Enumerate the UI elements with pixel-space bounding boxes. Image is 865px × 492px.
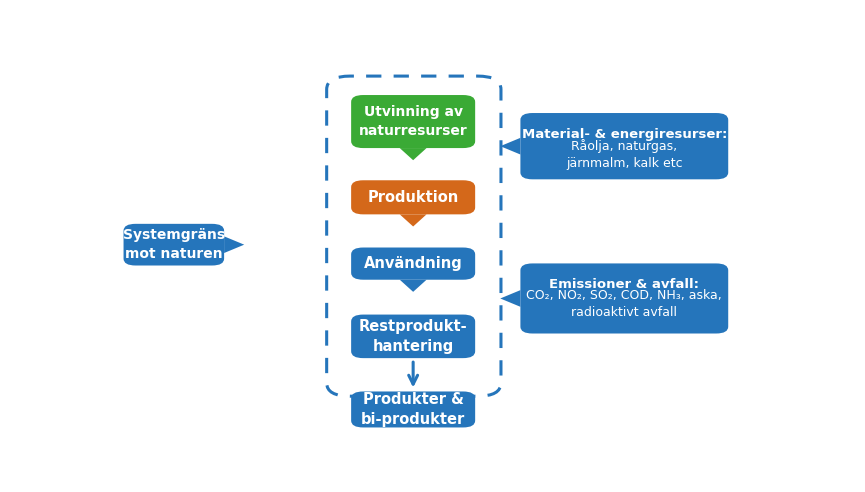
Polygon shape bbox=[400, 215, 426, 226]
Polygon shape bbox=[400, 280, 426, 292]
Text: Råolja, naturgas,
järnmalm, kalk etc: Råolja, naturgas, järnmalm, kalk etc bbox=[566, 139, 682, 170]
FancyBboxPatch shape bbox=[351, 392, 475, 428]
Text: Restprodukt-
hantering: Restprodukt- hantering bbox=[359, 319, 467, 354]
FancyBboxPatch shape bbox=[351, 95, 475, 148]
Polygon shape bbox=[500, 290, 521, 307]
Polygon shape bbox=[400, 148, 426, 160]
Text: Produktion: Produktion bbox=[368, 190, 458, 205]
FancyBboxPatch shape bbox=[351, 314, 475, 358]
FancyBboxPatch shape bbox=[521, 113, 728, 179]
Text: Utvinning av
naturresurser: Utvinning av naturresurser bbox=[359, 105, 467, 138]
Polygon shape bbox=[500, 138, 521, 154]
FancyBboxPatch shape bbox=[521, 263, 728, 334]
Text: Emissioner & avfall:: Emissioner & avfall: bbox=[549, 277, 699, 291]
Text: Produkter &
bi-produkter: Produkter & bi-produkter bbox=[361, 392, 465, 427]
Text: Material- & energiresurser:: Material- & energiresurser: bbox=[522, 128, 727, 141]
FancyBboxPatch shape bbox=[351, 247, 475, 280]
Text: CO₂, NO₂, SO₂, COD, NH₃, aska,
radioaktivt avfall: CO₂, NO₂, SO₂, COD, NH₃, aska, radioakti… bbox=[527, 289, 722, 319]
Text: Systemgräns
mot naturen: Systemgräns mot naturen bbox=[123, 228, 225, 261]
FancyBboxPatch shape bbox=[124, 224, 224, 266]
Text: Användning: Användning bbox=[364, 256, 463, 271]
Polygon shape bbox=[224, 236, 244, 253]
FancyBboxPatch shape bbox=[351, 180, 475, 215]
